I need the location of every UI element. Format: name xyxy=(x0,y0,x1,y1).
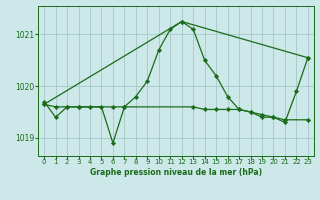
X-axis label: Graphe pression niveau de la mer (hPa): Graphe pression niveau de la mer (hPa) xyxy=(90,168,262,177)
